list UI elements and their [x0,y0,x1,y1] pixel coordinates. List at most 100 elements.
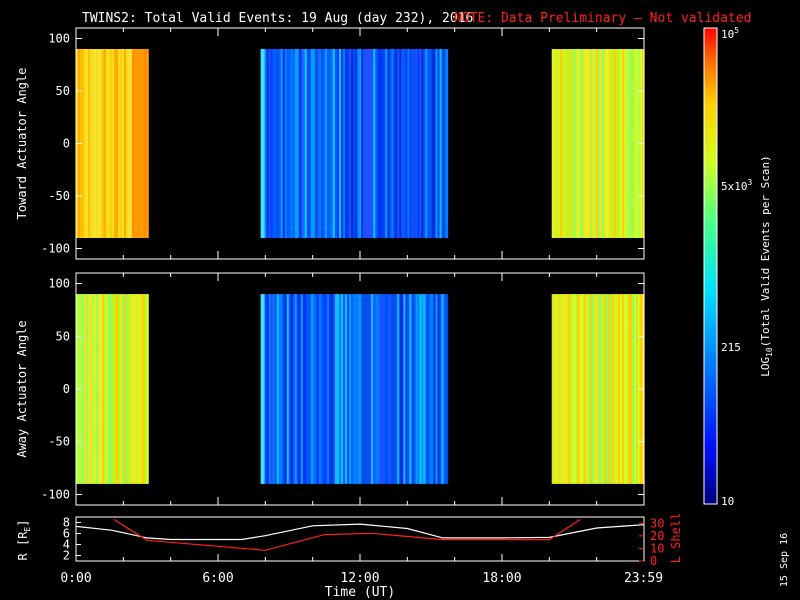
y-tick-label: -50 [48,189,70,203]
heatmap-column [379,49,382,238]
heatmap-column [98,294,101,484]
heatmap-column [439,49,443,238]
heatmap-column [589,294,593,484]
heatmap-column [144,294,147,484]
away-y-axis-label: Away Actuator Angle [15,320,29,457]
heatmap-column [581,294,585,484]
heatmap-column [609,294,613,484]
heatmap-column [635,49,639,238]
heatmap-column [393,49,396,238]
heatmap-column [631,294,635,484]
r-tick-label: 4 [63,538,70,552]
heatmap-column [86,49,89,238]
heatmap-column [146,294,149,484]
heatmap-column [82,294,85,484]
heatmap-column [84,49,87,238]
heatmap-column [409,294,412,484]
heatmap-column [617,49,621,238]
y-tick-label: 50 [56,329,70,343]
heatmap-column [347,49,350,238]
heatmap-column [266,294,270,484]
heatmap-column [373,294,376,484]
heatmap-column [339,294,342,484]
heatmap-column [272,49,276,238]
heatmap-column [136,49,139,238]
r-tick-label: 6 [63,527,70,541]
heatmap-column [339,49,342,238]
heatmap-column [108,49,111,238]
heatmap-column [357,294,360,484]
heatmap-column [415,294,419,484]
heatmap-column [617,294,621,484]
heatmap-column [393,294,396,484]
r-tick-label: 2 [63,549,70,563]
heatmap-column [557,294,561,484]
heatmap-column [361,294,364,484]
heatmap-column [381,49,384,238]
heatmap-column [401,49,404,238]
heatmap-column [100,294,103,484]
heatmap-column [288,49,292,238]
heatmap-column [353,294,356,484]
heatmap-column [116,49,119,238]
heatmap-column [573,49,577,238]
heatmap-column [336,49,340,238]
heatmap-column [369,294,372,484]
heatmap-column [274,294,278,484]
heatmap-column [583,294,587,484]
heatmap-column [262,294,266,484]
heatmap-column [347,294,350,484]
heatmap-column [296,49,300,238]
heatmap-column [395,49,398,238]
heatmap-column [276,49,280,238]
heatmap-column [328,49,332,238]
heatmap-column [579,49,583,238]
heatmap-column [264,49,268,238]
heatmap-column [355,294,358,484]
colorbar-tick-5e3: 5x103 [721,178,753,193]
heatmap-column [304,49,308,238]
heatmap-column [144,49,147,238]
heatmap-column [341,294,344,484]
heatmap-column [627,294,631,484]
heatmap-column [260,294,264,484]
heatmap-column [389,49,392,238]
y-tick-label: -50 [48,435,70,449]
heatmap-column [385,294,388,484]
heatmap-column [88,49,91,238]
heatmap-column [324,294,328,484]
heatmap-column [593,294,597,484]
heatmap-column [425,294,429,484]
heatmap-column [423,49,427,238]
heatmap-column [96,294,99,484]
heatmap-column [381,294,384,484]
heatmap-column [437,49,441,238]
heatmap-column [621,294,625,484]
heatmap-column [90,294,93,484]
heatmap-column [609,49,613,238]
heatmap-column [593,49,597,238]
heatmap-column [629,49,633,238]
heatmap-column [551,294,555,484]
heatmap-column [403,49,406,238]
x-tick-label: 12:00 [340,571,379,586]
heatmap-column [146,49,149,238]
colorbar-tick-min: 10 [721,495,734,508]
heatmap-column [633,49,637,238]
heatmap-column [587,49,591,238]
x-axis-label: Time (UT) [325,585,395,600]
heatmap-column [573,294,577,484]
heatmap-column [355,49,358,238]
heatmap-column [100,49,103,238]
r-series-line [75,523,645,541]
heatmap-column [114,49,117,238]
heatmap-column [405,294,408,484]
heatmap-column [292,294,296,484]
heatmap-column [286,49,290,238]
heatmap-column [429,294,433,484]
heatmap-column [288,294,292,484]
l-shell-axis-label: L Shell [669,513,683,564]
heatmap-column [118,49,121,238]
chart-title: TWINS2: Total Valid Events: 19 Aug (day … [82,11,473,26]
heatmap-column [441,294,445,484]
